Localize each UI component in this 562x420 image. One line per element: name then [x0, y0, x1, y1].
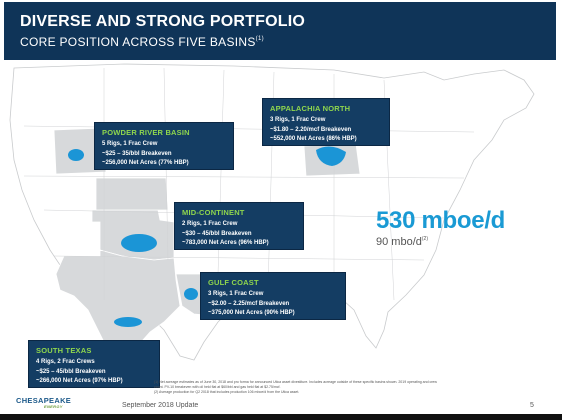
page-number: 5 [530, 402, 534, 409]
bottom-strip [0, 414, 562, 420]
callout-powder-river-line-2: ~$25 – 35/bbl Breakeven [102, 150, 172, 157]
state-kansas [95, 177, 169, 211]
callout-south-texas: SOUTH TEXAS 4 Rigs, 2 Frac Crews ~$25 – … [28, 340, 160, 388]
callout-south-texas-line-2: ~$25 – 45/bbl Breakeven [36, 368, 106, 375]
gulf-coast-basin-marker [184, 288, 198, 300]
company-logo: CHESAPEAKE ENERGY [16, 396, 71, 409]
callout-gulf-coast-title: GULF COAST [208, 278, 259, 287]
subtitle-text: CORE POSITION ACROSS FIVE BASINS [20, 35, 256, 49]
oil-production-value: 90 mbo/d [376, 236, 422, 248]
powder-river-basin-marker [68, 149, 84, 161]
slide-subtitle: CORE POSITION ACROSS FIVE BASINS(1) [20, 35, 264, 49]
callout-gulf-coast: GULF COAST 3 Rigs, 1 Frac Crew ~$2.00 – … [200, 272, 346, 320]
footnote-1: (1) Net acreage estimates as of June 30,… [154, 380, 437, 389]
callout-appalachia-line-2: ~$1.80 – 2.20/mcf Breakeven [270, 126, 352, 133]
slide-header: DIVERSE AND STRONG PORTFOLIO CORE POSITI… [4, 2, 556, 60]
callout-gulf-coast-line-1: 3 Rigs, 1 Frac Crew [208, 291, 264, 297]
oil-production-footnote-marker: (2) [421, 236, 428, 242]
callout-mid-continent-line-3: ~783,000 Net Acres (96% HBP) [182, 240, 269, 246]
callout-appalachia-title: APPALACHIA NORTH [270, 104, 351, 113]
logo-wordmark: CHESAPEAKE [16, 396, 72, 405]
south-texas-basin-marker [114, 317, 142, 327]
appalachia-basin-marker [316, 146, 346, 166]
callout-powder-river-line-1: 5 Rigs, 1 Frac Crew [102, 141, 158, 147]
state-texas [55, 249, 181, 361]
mid-continent-basin-marker [121, 234, 157, 252]
callout-gulf-coast-line-2: ~$2.00 – 2.25/mcf Breakeven [208, 300, 290, 307]
callout-mid-continent: MID-CONTINENT 2 Rigs, 1 Frac Crew ~$30 –… [174, 202, 304, 250]
callout-south-texas-title: SOUTH TEXAS [36, 346, 92, 355]
subtitle-footnote-marker: (1) [255, 36, 264, 42]
footnote-2: (2) Average production for Q2 2018 that … [154, 390, 300, 394]
callout-appalachia-line-1: 3 Rigs, 1 Frac Crew [270, 117, 326, 123]
logo-subtext: ENERGY [44, 404, 63, 409]
callout-powder-river: POWDER RIVER BASIN 5 Rigs, 1 Frac Crew ~… [94, 122, 234, 170]
callout-south-texas-line-1: 4 Rigs, 2 Frac Crews [36, 359, 95, 365]
callout-mid-continent-title: MID-CONTINENT [182, 208, 245, 217]
total-production: 530 mboe/d [376, 207, 506, 234]
callout-appalachia: APPALACHIA NORTH 3 Rigs, 1 Frac Crew ~$1… [262, 98, 390, 146]
callout-mid-continent-line-1: 2 Rigs, 1 Frac Crew [182, 221, 238, 227]
callout-gulf-coast-line-3: ~375,000 Net Acres (90% HBP) [208, 310, 295, 316]
footnotes: (1) Net acreage estimates as of June 30,… [154, 380, 444, 395]
slide-title: DIVERSE AND STRONG PORTFOLIO [20, 13, 306, 30]
callout-south-texas-line-3: ~266,000 Net Acres (97% HBP) [36, 378, 123, 384]
callout-powder-river-title: POWDER RIVER BASIN [102, 128, 190, 137]
production-summary: 530 mboe/d 90 mbo/d(2) [376, 207, 505, 248]
callout-appalachia-line-3: ~552,000 Net Acres (86% HBP) [270, 136, 357, 142]
callout-powder-river-line-3: ~256,000 Net Acres (77% HBP) [102, 160, 189, 166]
footer-date: September 2018 Update [122, 402, 199, 409]
callout-mid-continent-line-2: ~$30 – 45/bbl Breakeven [182, 230, 252, 237]
slide: DIVERSE AND STRONG PORTFOLIO CORE POSITI… [4, 2, 556, 414]
oil-production: 90 mbo/d(2) [376, 236, 505, 248]
